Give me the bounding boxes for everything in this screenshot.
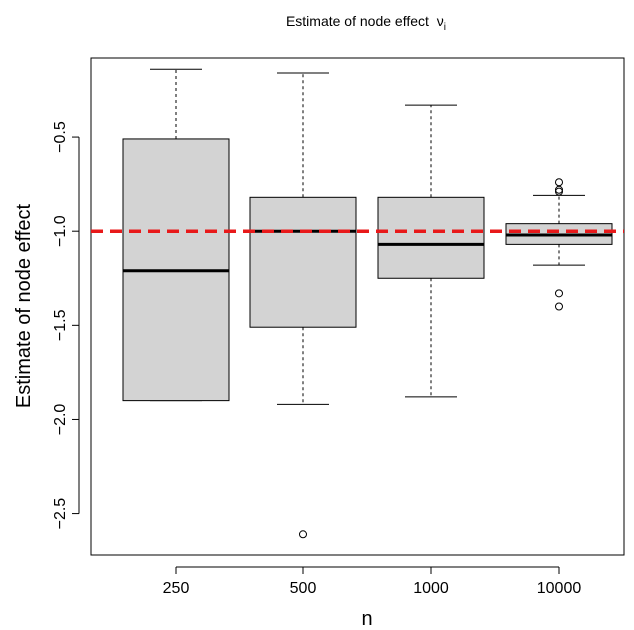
chart-title-symbol: ν — [437, 13, 444, 29]
x-tick-label: 500 — [290, 580, 317, 597]
x-tick-label: 1000 — [413, 580, 449, 597]
y-axis-label: Estimate of node effect — [13, 203, 35, 408]
x-axis-label: n — [361, 608, 372, 630]
x-tick-label: 250 — [163, 580, 190, 597]
y-tick-label: −2.0 — [52, 404, 69, 436]
box — [249, 196, 357, 328]
chart-title: Estimate of node effect νi — [286, 13, 446, 33]
outlier-point — [555, 178, 563, 187]
y-tick-label: −0.5 — [52, 121, 69, 153]
box — [377, 196, 485, 279]
outlier-point — [299, 530, 307, 539]
y-tick-label: −1.5 — [52, 309, 69, 341]
chart-title-subscript: i — [444, 22, 446, 33]
y-tick-label: −1.0 — [52, 215, 69, 247]
plot-frame — [90, 57, 625, 556]
outlier-point — [555, 187, 563, 196]
y-tick-label: −2.5 — [52, 498, 69, 530]
chart-title-text: Estimate of node effect — [286, 13, 429, 29]
x-tick-label: 10000 — [537, 580, 582, 597]
outlier-point — [555, 302, 563, 311]
outlier-point — [555, 289, 563, 298]
